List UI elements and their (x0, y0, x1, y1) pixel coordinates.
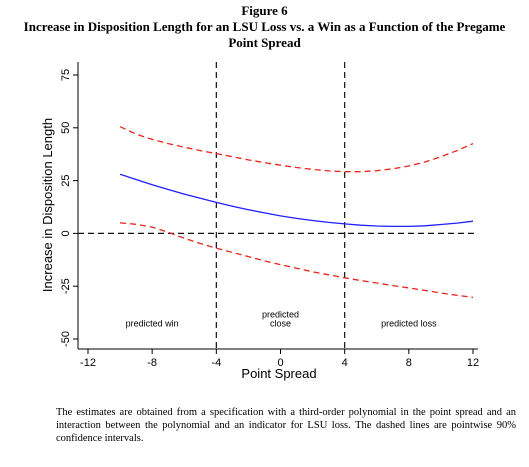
upper-ci-line (119, 126, 474, 173)
y-tick-label: 75 (60, 69, 72, 81)
x-axis-label: Point Spread (241, 366, 316, 381)
y-tick-label: 50 (60, 122, 72, 134)
figure-label: Figure 6 (241, 3, 288, 18)
y-tick-label: -50 (60, 331, 72, 347)
chart-title-line-1: Increase in Disposition Length for an LS… (23, 19, 506, 34)
chart-svg: -12 -8 -4 0 4 8 12 -50 -25 0 25 50 75 predicted win… (40, 62, 479, 381)
series-group (119, 126, 474, 299)
estimate-line (119, 173, 474, 228)
x-tick-label: 4 (342, 357, 348, 369)
region-label-line-2: close (270, 318, 291, 328)
y-ticks-group: -50 -25 0 25 50 75 (60, 69, 78, 347)
x-tick-label: 12 (467, 357, 479, 369)
axes-group: -12 -8 -4 0 4 8 12 -50 -25 0 25 50 75 (60, 62, 479, 369)
figure-caption: The estimates are obtained from a specif… (56, 407, 516, 444)
region-label: predicted loss (381, 318, 437, 328)
reference-lines-group (78, 62, 478, 349)
lower-ci-line (120, 222, 474, 299)
region-label-line-1: predicted (262, 309, 299, 319)
chart-title: Increase in Disposition Length for an LS… (0, 19, 529, 51)
x-tick-label: -4 (211, 357, 221, 369)
y-axis-label: Increase in Disposition Length (40, 118, 55, 292)
y-tick-label: 0 (60, 230, 72, 236)
region-label: predicted win (126, 318, 179, 328)
x-tick-label: -12 (80, 357, 96, 369)
x-tick-label: -8 (147, 357, 157, 369)
x-ticks-group: -12 -8 -4 0 4 8 12 (80, 349, 479, 369)
chart-title-line-2: Point Spread (228, 35, 301, 50)
x-tick-label: 0 (277, 357, 283, 369)
x-tick-label: 8 (406, 357, 412, 369)
y-tick-label: 25 (60, 174, 72, 186)
y-tick-label: -25 (60, 278, 72, 294)
